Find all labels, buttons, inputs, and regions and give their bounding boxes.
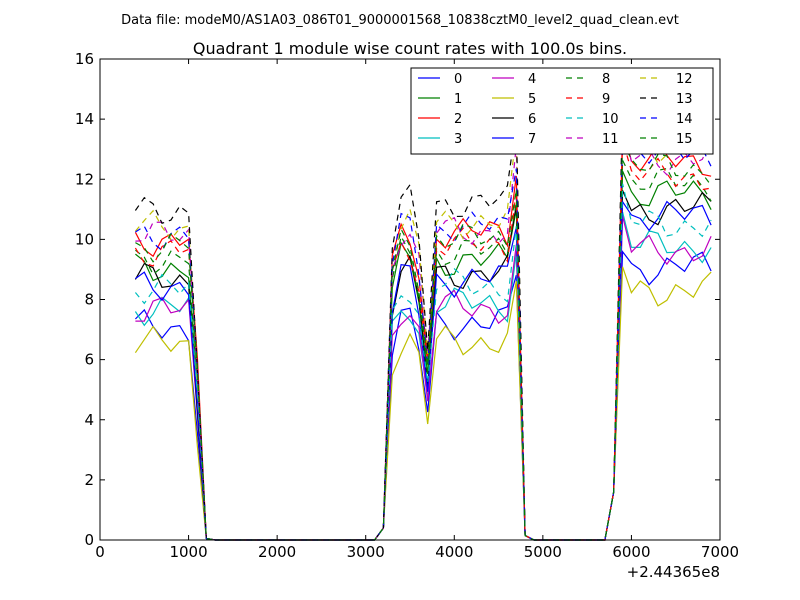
y-tick-label: 6 (84, 351, 94, 369)
series-line-8 (135, 159, 712, 541)
y-tick-label: 0 (84, 531, 94, 549)
legend-label-7: 7 (528, 132, 536, 147)
x-tick-label: 5000 (524, 543, 562, 561)
axis-layer: 0 1000 2000 3000 4000 5000 6000 700002468101214… (75, 50, 739, 561)
y-tick-label: 4 (84, 411, 94, 429)
y-tick-label: 16 (75, 50, 94, 68)
x-tick-label: 1000 (169, 543, 207, 561)
legend-label-5: 5 (528, 92, 536, 107)
legend-label-4: 4 (528, 72, 536, 87)
legend-label-0: 0 (454, 72, 462, 87)
legend-label-13: 13 (676, 92, 693, 107)
chart-title: Quadrant 1 module wise count rates with … (193, 39, 627, 58)
x-tick-label: 7000 (701, 543, 739, 561)
legend-label-9: 9 (602, 92, 610, 107)
y-tick-label: 10 (75, 230, 94, 248)
legend-label-6: 6 (528, 112, 536, 127)
x-tick-label: 4000 (435, 543, 473, 561)
x-tick-label: 0 (95, 543, 105, 561)
legend-label-11: 11 (602, 132, 619, 147)
legend-label-8: 8 (602, 72, 610, 87)
legend-label-14: 14 (676, 112, 693, 127)
x-tick-label: 6000 (612, 543, 650, 561)
legend-label-10: 10 (602, 112, 619, 127)
x-tick-label: 3000 (347, 543, 385, 561)
legend-label-1: 1 (454, 92, 462, 107)
data-file-label: Data file: modeM0/AS1A03_086T01_90000015… (121, 13, 679, 28)
x-offset-label: +2.44365e8 (627, 563, 720, 581)
y-tick-label: 12 (75, 170, 94, 188)
x-tick-label: 2000 (258, 543, 296, 561)
legend-label-12: 12 (676, 72, 693, 87)
y-tick-label: 14 (75, 110, 94, 128)
y-tick-label: 8 (84, 291, 94, 309)
y-tick-label: 2 (84, 471, 94, 489)
legend-label-15: 15 (676, 132, 693, 147)
legend-frame (410, 67, 714, 155)
legend-label-3: 3 (454, 132, 462, 147)
plot-frame (99, 58, 721, 541)
legend-label-2: 2 (454, 112, 462, 127)
